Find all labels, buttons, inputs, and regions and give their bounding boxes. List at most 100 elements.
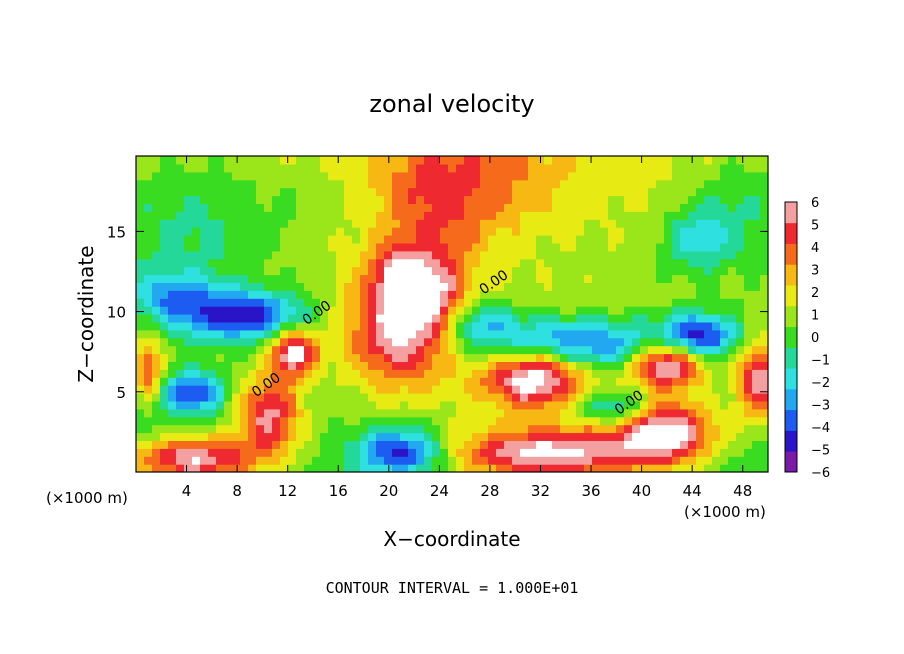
heatmap-cell: [448, 314, 457, 323]
heatmap-cell: [304, 314, 313, 323]
heatmap-cell: [320, 464, 329, 472]
heatmap-cell: [400, 377, 409, 386]
heatmap-cell: [360, 266, 369, 276]
heatmap-cell: [384, 266, 393, 276]
heatmap-cell: [288, 345, 297, 355]
heatmap-cell: [320, 377, 329, 386]
heatmap-cell: [560, 464, 569, 472]
heatmap-cell: [736, 400, 745, 410]
heatmap-cell: [424, 306, 433, 315]
heatmap-cell: [448, 377, 457, 386]
heatmap-cell: [640, 235, 649, 244]
heatmap-cell: [736, 187, 745, 197]
heatmap-cell: [520, 400, 529, 410]
heatmap-cell: [536, 163, 545, 173]
heatmap-cell: [752, 274, 761, 283]
heatmap-cell: [408, 393, 417, 402]
y-tick-label: 15: [107, 223, 126, 241]
heatmap-cell: [504, 163, 513, 173]
heatmap-cell: [400, 290, 409, 299]
heatmap-cell: [608, 298, 617, 307]
heatmap-cell: [176, 258, 185, 268]
heatmap-cell: [712, 282, 721, 291]
heatmap-cell: [352, 163, 361, 173]
heatmap-cell: [296, 448, 305, 457]
heatmap-cell: [624, 448, 633, 457]
heatmap-cell: [568, 298, 577, 307]
heatmap-cell: [544, 464, 553, 472]
heatmap-cell: [624, 353, 633, 362]
heatmap-cell: [696, 345, 705, 355]
heatmap-cell: [288, 156, 297, 165]
heatmap-cell: [240, 456, 249, 465]
heatmap-cell: [736, 385, 745, 394]
heatmap-cell: [280, 219, 289, 228]
heatmap-cell: [344, 432, 353, 441]
heatmap-cell: [360, 203, 369, 212]
colorbar-tick-label: −1: [811, 354, 830, 369]
heatmap-cell: [192, 258, 201, 268]
heatmap-cell: [192, 424, 201, 434]
heatmap-cell: [256, 250, 265, 260]
heatmap-cell: [688, 163, 697, 173]
heatmap-cell: [256, 448, 265, 457]
heatmap-cell: [384, 171, 393, 181]
heatmap-cell: [696, 440, 705, 449]
heatmap-cell: [536, 274, 545, 283]
heatmap-cell: [392, 345, 401, 355]
heatmap-cell: [608, 282, 617, 291]
heatmap-cell: [552, 329, 561, 339]
heatmap-cell: [568, 242, 577, 252]
heatmap-cell: [656, 321, 665, 331]
heatmap-cell: [152, 377, 161, 386]
heatmap-cell: [528, 432, 537, 441]
heatmap-cell: [232, 171, 241, 181]
heatmap-cell: [608, 250, 617, 260]
heatmap-cell: [728, 400, 737, 410]
heatmap-cell: [496, 448, 505, 457]
heatmap-cell: [680, 432, 689, 441]
heatmap-cell: [320, 448, 329, 457]
heatmap-cell: [240, 321, 249, 331]
heatmap-cell: [504, 393, 513, 402]
heatmap-cell: [528, 219, 537, 228]
heatmap-cell: [752, 195, 761, 204]
heatmap-cell: [400, 329, 409, 339]
heatmap-cell: [632, 369, 641, 378]
heatmap-cell: [360, 219, 369, 228]
heatmap-cell: [480, 298, 489, 307]
heatmap-cell: [504, 448, 513, 457]
heatmap-cell: [304, 361, 313, 370]
heatmap-cell: [152, 306, 161, 315]
heatmap-cell: [296, 298, 305, 307]
heatmap-cell: [504, 306, 513, 315]
heatmap-cell: [712, 353, 721, 362]
heatmap-cell: [576, 440, 585, 449]
heatmap-cell: [200, 258, 209, 268]
heatmap-cell: [488, 353, 497, 362]
heatmap-cell: [576, 321, 585, 331]
heatmap-cell: [728, 393, 737, 402]
heatmap-cell: [392, 156, 401, 165]
heatmap-cell: [384, 400, 393, 410]
heatmap-cell: [616, 171, 625, 181]
heatmap-cell: [432, 282, 441, 291]
heatmap-cell: [352, 353, 361, 362]
heatmap-cell: [640, 440, 649, 449]
heatmap-cell: [232, 156, 241, 165]
heatmap-cell: [136, 448, 145, 457]
heatmap-cell: [208, 195, 217, 204]
heatmap-cell: [552, 377, 561, 386]
heatmap-cell: [744, 290, 753, 299]
heatmap-cell: [720, 408, 729, 418]
heatmap-cell: [336, 187, 345, 197]
heatmap-cell: [216, 187, 225, 197]
heatmap-cell: [736, 203, 745, 212]
heatmap-cell: [208, 227, 217, 236]
heatmap-cell: [616, 353, 625, 362]
heatmap-cell: [576, 345, 585, 355]
heatmap-cell: [272, 329, 281, 339]
heatmap-cell: [608, 219, 617, 228]
heatmap-cell: [600, 195, 609, 204]
heatmap-cell: [312, 408, 321, 418]
